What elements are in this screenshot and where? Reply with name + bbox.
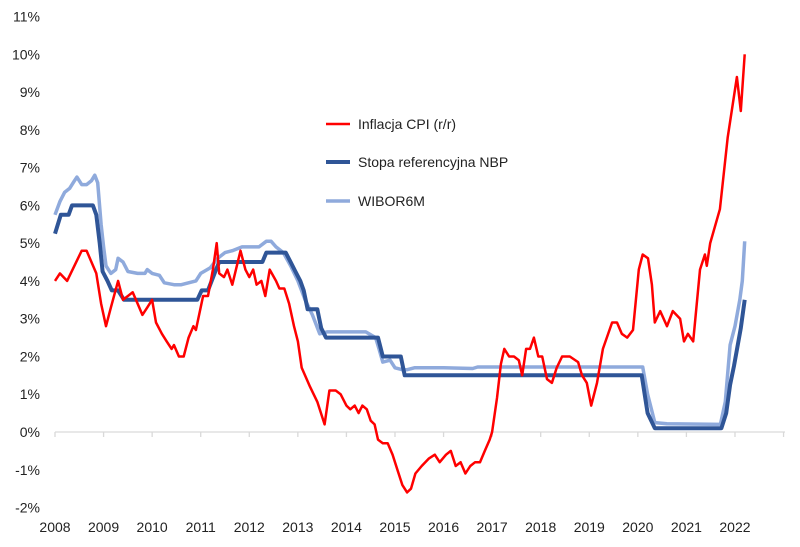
- y-tick-label: 8%: [20, 122, 40, 138]
- y-tick-label: 3%: [20, 311, 40, 327]
- y-tick-label: -1%: [15, 462, 40, 478]
- y-axis-tick-labels: -2% -1% 0% 1% 2% 3% 4% 5% 6% 7% 8% 9% 10% 11%: [12, 9, 40, 516]
- x-axis-tick-labels: 2008 2009 2010 2011 2012 2013 2014 2015 2016 2017…: [39, 519, 750, 535]
- series-lines: [53, 54, 747, 494]
- x-tick-label: 2017: [477, 519, 508, 535]
- legend-label-cpi: Inflacja CPI (r/r): [358, 116, 456, 132]
- y-tick-label: 7%: [20, 160, 40, 176]
- x-tick-label: 2010: [137, 519, 168, 535]
- x-tick-label: 2009: [88, 519, 119, 535]
- x-tick-label: 2014: [331, 519, 362, 535]
- y-tick-label: 11%: [13, 9, 40, 25]
- x-tick-label: 2008: [39, 519, 70, 535]
- x-tick-label: 2018: [525, 519, 556, 535]
- y-tick-label: 10%: [12, 46, 40, 62]
- legend-label-wibor6m: WIBOR6M: [358, 193, 425, 209]
- series-line-cpi: [53, 54, 746, 494]
- y-tick-label: 1%: [20, 386, 40, 402]
- y-tick-label: 9%: [20, 84, 40, 100]
- y-tick-label: -2%: [15, 500, 40, 516]
- legend: Inflacja CPI (r/r) Stopa referencyjna NB…: [326, 116, 508, 209]
- x-tick-label: 2020: [622, 519, 653, 535]
- x-tick-label: 2022: [719, 519, 750, 535]
- y-tick-label: 4%: [20, 273, 40, 289]
- legend-label-nbp-rate: Stopa referencyjna NBP: [358, 154, 508, 170]
- x-tick-label: 2021: [671, 519, 702, 535]
- x-tick-label: 2012: [234, 519, 265, 535]
- x-tick-label: 2019: [574, 519, 605, 535]
- x-axis: [54, 431, 785, 437]
- x-tick-label: 2013: [282, 519, 313, 535]
- series-line-nbp-rate: [53, 203, 747, 431]
- y-tick-label: 0%: [20, 424, 40, 440]
- x-tick-label: 2016: [428, 519, 459, 535]
- x-tick-label: 2015: [379, 519, 410, 535]
- y-tick-label: 6%: [20, 197, 40, 213]
- x-tick-label: 2011: [186, 519, 216, 535]
- series-line-wibor6m: [53, 173, 747, 427]
- y-tick-label: 5%: [20, 235, 40, 251]
- y-tick-label: 2%: [20, 348, 40, 364]
